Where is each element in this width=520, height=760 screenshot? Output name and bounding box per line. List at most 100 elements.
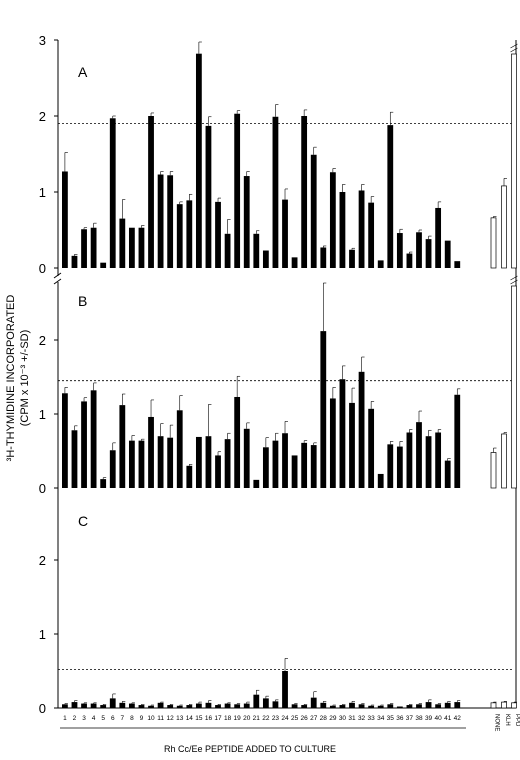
- bar: [109, 450, 116, 488]
- bar: [272, 701, 279, 708]
- bar: [157, 436, 164, 488]
- bar: [301, 116, 308, 268]
- panel-letter: C: [78, 513, 88, 529]
- bar: [425, 239, 432, 268]
- bar: [329, 705, 336, 708]
- bar: [444, 702, 451, 708]
- bar: [234, 113, 241, 268]
- bar: [272, 116, 279, 268]
- bar: [377, 473, 384, 488]
- panel-b: B 0 1 2: [39, 275, 518, 496]
- bar: [195, 53, 202, 269]
- y-tick-label: 2: [39, 553, 46, 568]
- bar: [119, 702, 126, 708]
- bar: [138, 705, 145, 708]
- bar: [320, 331, 327, 488]
- bar: [176, 705, 183, 708]
- x-tick-label: 33: [368, 715, 376, 722]
- bar: [416, 422, 422, 488]
- bar: [167, 437, 174, 488]
- x-tick-label: 7: [121, 715, 125, 722]
- bar: [215, 201, 221, 268]
- bar: [262, 447, 269, 488]
- bar: [234, 704, 241, 708]
- bar: [253, 479, 260, 488]
- bar: [444, 240, 451, 268]
- y-tick-label: 3: [39, 33, 46, 48]
- bar: [349, 402, 355, 488]
- bar: [100, 479, 107, 488]
- x-tick-label: 40: [435, 715, 443, 722]
- y-tick-label: 2: [39, 333, 46, 348]
- bar: [396, 233, 403, 268]
- panel-a: A 0 1 2 3: [39, 33, 518, 276]
- x-tick-label: 6: [111, 715, 115, 722]
- bar: [243, 428, 250, 488]
- bar: [81, 229, 87, 268]
- bar: [425, 702, 432, 708]
- bar: [454, 261, 461, 268]
- bar-break-mark: [510, 47, 518, 53]
- bar: [291, 257, 298, 268]
- bar: [81, 703, 87, 708]
- control-bar: [501, 701, 507, 709]
- bar: [62, 393, 68, 488]
- bar: [90, 390, 97, 488]
- bar: [100, 705, 107, 708]
- bar: [90, 227, 97, 268]
- bar: [310, 445, 317, 488]
- x-tick-label: 36: [396, 715, 404, 722]
- bar: [416, 704, 422, 708]
- bar: [234, 396, 241, 488]
- control-bar: [501, 433, 507, 489]
- bar: [396, 446, 403, 488]
- x-tick-label: 14: [186, 715, 194, 722]
- bar: [282, 433, 288, 488]
- x-tick-label: 4: [92, 715, 96, 722]
- bar: [224, 233, 231, 268]
- y-tick-label: 0: [39, 261, 46, 276]
- bar: [387, 444, 394, 488]
- control-label: PPD: [514, 714, 520, 727]
- x-tick-label: 25: [291, 715, 299, 722]
- bar: [454, 394, 461, 488]
- x-tick-label: 32: [358, 715, 366, 722]
- bar: [320, 247, 327, 268]
- y-tick-label: 1: [39, 407, 46, 422]
- bar: [444, 460, 451, 488]
- x-tick-label: 41: [444, 715, 452, 722]
- x-tick-label: 15: [195, 715, 203, 722]
- bar-break-mark: [510, 43, 518, 49]
- bar: [176, 204, 183, 268]
- x-tick-label: 12: [167, 715, 175, 722]
- bar: [310, 154, 317, 268]
- bar: [62, 704, 68, 708]
- bar: [301, 442, 308, 488]
- x-tick-label: 26: [301, 715, 309, 722]
- control-bar: [490, 702, 497, 709]
- x-tick-label: 23: [272, 715, 280, 722]
- bar: [195, 436, 202, 488]
- x-tick-label: 34: [377, 715, 385, 722]
- axis-break-mark: [53, 272, 62, 279]
- bar: [253, 233, 260, 268]
- x-tick-label: 10: [147, 715, 155, 722]
- bar: [358, 704, 365, 708]
- control-bar: [490, 217, 497, 269]
- bar: [349, 702, 355, 708]
- bar: [339, 705, 346, 708]
- bar: [406, 432, 413, 488]
- bar: [157, 702, 164, 708]
- y-tick-label: 0: [39, 701, 46, 716]
- bar: [128, 440, 135, 488]
- y-axis-label-line2: (CPM x 10⁻³ +/-SD): [19, 330, 31, 427]
- bar: [90, 703, 97, 708]
- control-label: KLH: [504, 714, 510, 726]
- bar: [205, 702, 212, 708]
- bar: [167, 705, 174, 708]
- bar: [176, 410, 183, 488]
- bar: [358, 371, 365, 488]
- x-tick-label: 39: [425, 715, 433, 722]
- bar: [282, 199, 288, 268]
- bar: [119, 405, 126, 488]
